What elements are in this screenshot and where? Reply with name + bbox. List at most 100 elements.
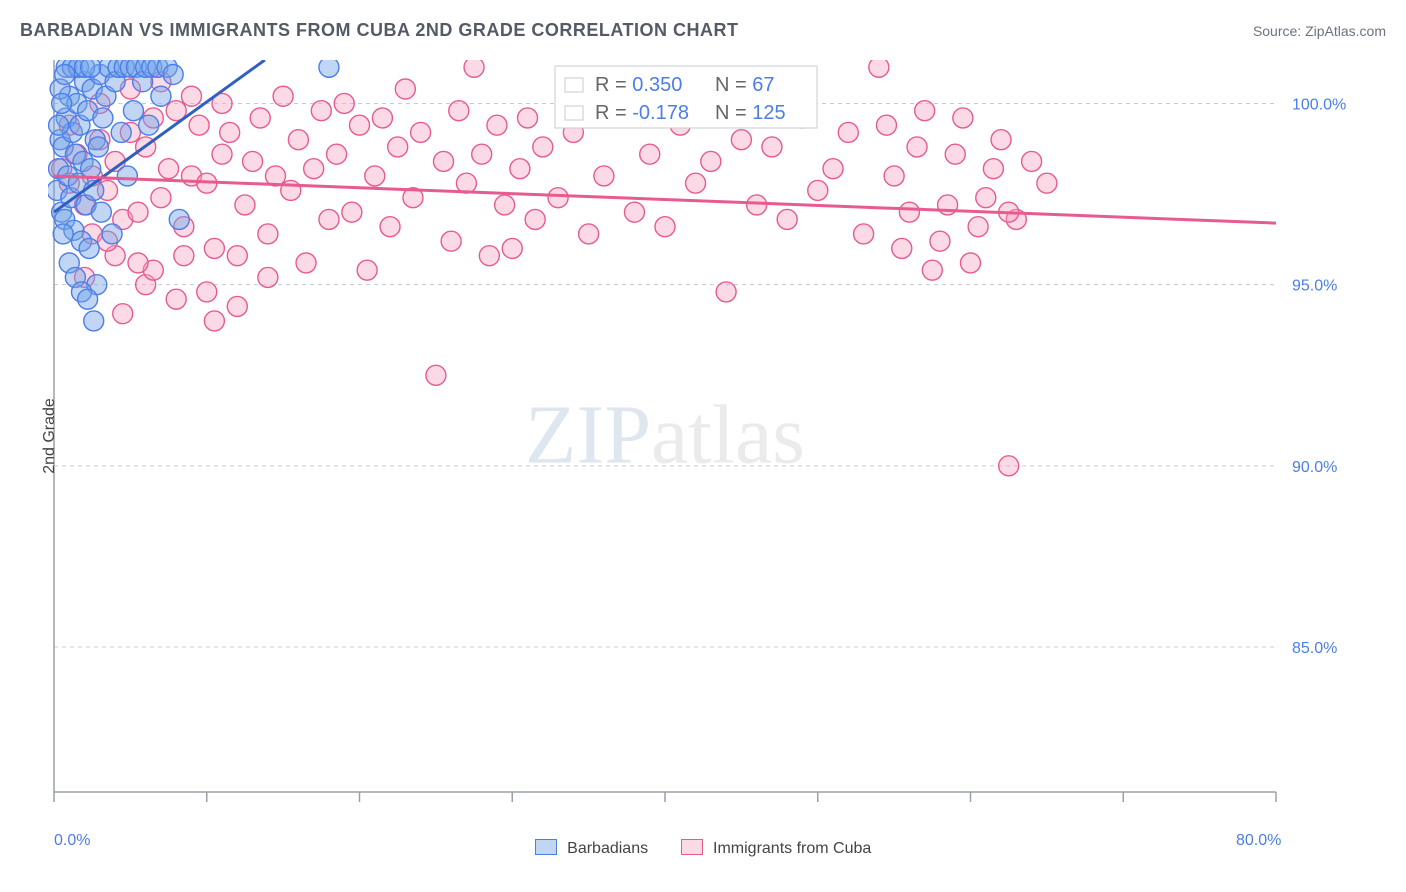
data-point-cuba <box>838 122 858 142</box>
y-tick-label: 85.0% <box>1292 640 1337 657</box>
data-point-cuba <box>525 209 545 229</box>
data-point-barbadians <box>91 202 111 222</box>
data-point-cuba <box>441 231 461 251</box>
data-point-cuba <box>220 122 240 142</box>
watermark: ZIPatlas <box>525 389 805 482</box>
data-point-cuba <box>945 144 965 164</box>
legend-item-cuba: Immigrants from Cuba <box>681 839 872 858</box>
x-tick-label: 0.0% <box>54 832 90 850</box>
data-point-barbadians <box>123 101 143 121</box>
data-point-cuba <box>342 202 362 222</box>
data-point-cuba <box>686 173 706 193</box>
data-point-cuba <box>487 115 507 135</box>
data-point-cuba <box>258 267 278 287</box>
data-point-cuba <box>426 365 446 385</box>
data-point-barbadians <box>102 224 122 244</box>
data-point-cuba <box>655 217 675 237</box>
data-point-cuba <box>472 144 492 164</box>
data-point-cuba <box>411 122 431 142</box>
data-point-cuba <box>464 60 484 77</box>
data-point-barbadians <box>88 137 108 157</box>
data-point-barbadians <box>169 209 189 229</box>
data-point-cuba <box>334 93 354 113</box>
data-point-cuba <box>273 86 293 106</box>
data-point-cuba <box>899 202 919 222</box>
data-point-barbadians <box>84 311 104 331</box>
data-point-cuba <box>227 296 247 316</box>
data-point-cuba <box>296 253 316 273</box>
data-point-cuba <box>174 246 194 266</box>
plot-area: 2nd Grade 85.0%90.0%95.0%100.0%ZIPatlasR… <box>48 60 1386 812</box>
data-point-cuba <box>151 188 171 208</box>
data-point-cuba <box>166 289 186 309</box>
data-point-cuba <box>876 115 896 135</box>
data-point-cuba <box>823 159 843 179</box>
stats-box: R = 0.350N = 67R = -0.178N = 125 <box>555 66 817 128</box>
legend-label-cuba: Immigrants from Cuba <box>713 840 871 857</box>
data-point-cuba <box>128 253 148 273</box>
data-point-barbadians <box>81 60 101 77</box>
data-point-barbadians <box>151 86 171 106</box>
data-point-cuba <box>327 144 347 164</box>
data-point-cuba <box>953 108 973 128</box>
data-point-cuba <box>747 195 767 215</box>
data-point-cuba <box>159 159 179 179</box>
data-point-cuba <box>449 101 469 121</box>
data-point-cuba <box>922 260 942 280</box>
data-point-cuba <box>227 246 247 266</box>
data-point-cuba <box>869 60 889 77</box>
data-point-cuba <box>624 202 644 222</box>
stats-r-label: R = 0.350 <box>595 74 682 96</box>
data-point-cuba <box>1037 173 1057 193</box>
data-point-cuba <box>961 253 981 273</box>
data-point-cuba <box>388 137 408 157</box>
data-point-barbadians <box>163 64 183 84</box>
data-point-cuba <box>204 311 224 331</box>
legend-swatch-blue <box>535 839 557 855</box>
data-point-cuba <box>579 224 599 244</box>
data-point-cuba <box>434 151 454 171</box>
data-point-barbadians <box>49 115 69 135</box>
data-point-cuba <box>288 130 308 150</box>
data-point-cuba <box>189 115 209 135</box>
data-point-cuba <box>128 202 148 222</box>
data-point-cuba <box>533 137 553 157</box>
data-point-cuba <box>365 166 385 186</box>
data-point-cuba <box>380 217 400 237</box>
data-point-barbadians <box>319 60 339 77</box>
chart-title: BARBADIAN VS IMMIGRANTS FROM CUBA 2ND GR… <box>20 20 738 41</box>
data-point-cuba <box>235 195 255 215</box>
y-tick-label: 100.0% <box>1292 96 1346 113</box>
data-point-cuba <box>907 137 927 157</box>
data-point-cuba <box>197 282 217 302</box>
data-point-barbadians <box>52 93 72 113</box>
data-point-cuba <box>479 246 499 266</box>
data-point-cuba <box>915 101 935 121</box>
data-point-cuba <box>1022 151 1042 171</box>
data-point-cuba <box>311 101 331 121</box>
data-point-barbadians <box>53 224 73 244</box>
data-point-cuba <box>372 108 392 128</box>
legend-label-barbadians: Barbadians <box>567 840 648 857</box>
data-point-cuba <box>976 188 996 208</box>
data-point-cuba <box>395 79 415 99</box>
data-point-cuba <box>701 151 721 171</box>
scatter-chart: 85.0%90.0%95.0%100.0%ZIPatlasR = 0.350N … <box>48 60 1386 812</box>
data-point-barbadians <box>111 122 131 142</box>
data-point-cuba <box>510 159 530 179</box>
data-point-cuba <box>991 130 1011 150</box>
data-point-cuba <box>212 144 232 164</box>
data-point-cuba <box>999 456 1019 476</box>
y-tick-label: 95.0% <box>1292 278 1337 295</box>
data-point-cuba <box>357 260 377 280</box>
stats-r-label: R = -0.178 <box>595 102 689 124</box>
data-point-barbadians <box>93 108 113 128</box>
data-point-cuba <box>243 151 263 171</box>
stats-swatch-blue <box>565 78 583 92</box>
data-point-cuba <box>113 304 133 324</box>
data-point-cuba <box>258 224 278 244</box>
data-point-cuba <box>762 137 782 157</box>
source-label: Source: ZipAtlas.com <box>1253 23 1386 39</box>
data-point-cuba <box>181 86 201 106</box>
data-point-cuba <box>854 224 874 244</box>
